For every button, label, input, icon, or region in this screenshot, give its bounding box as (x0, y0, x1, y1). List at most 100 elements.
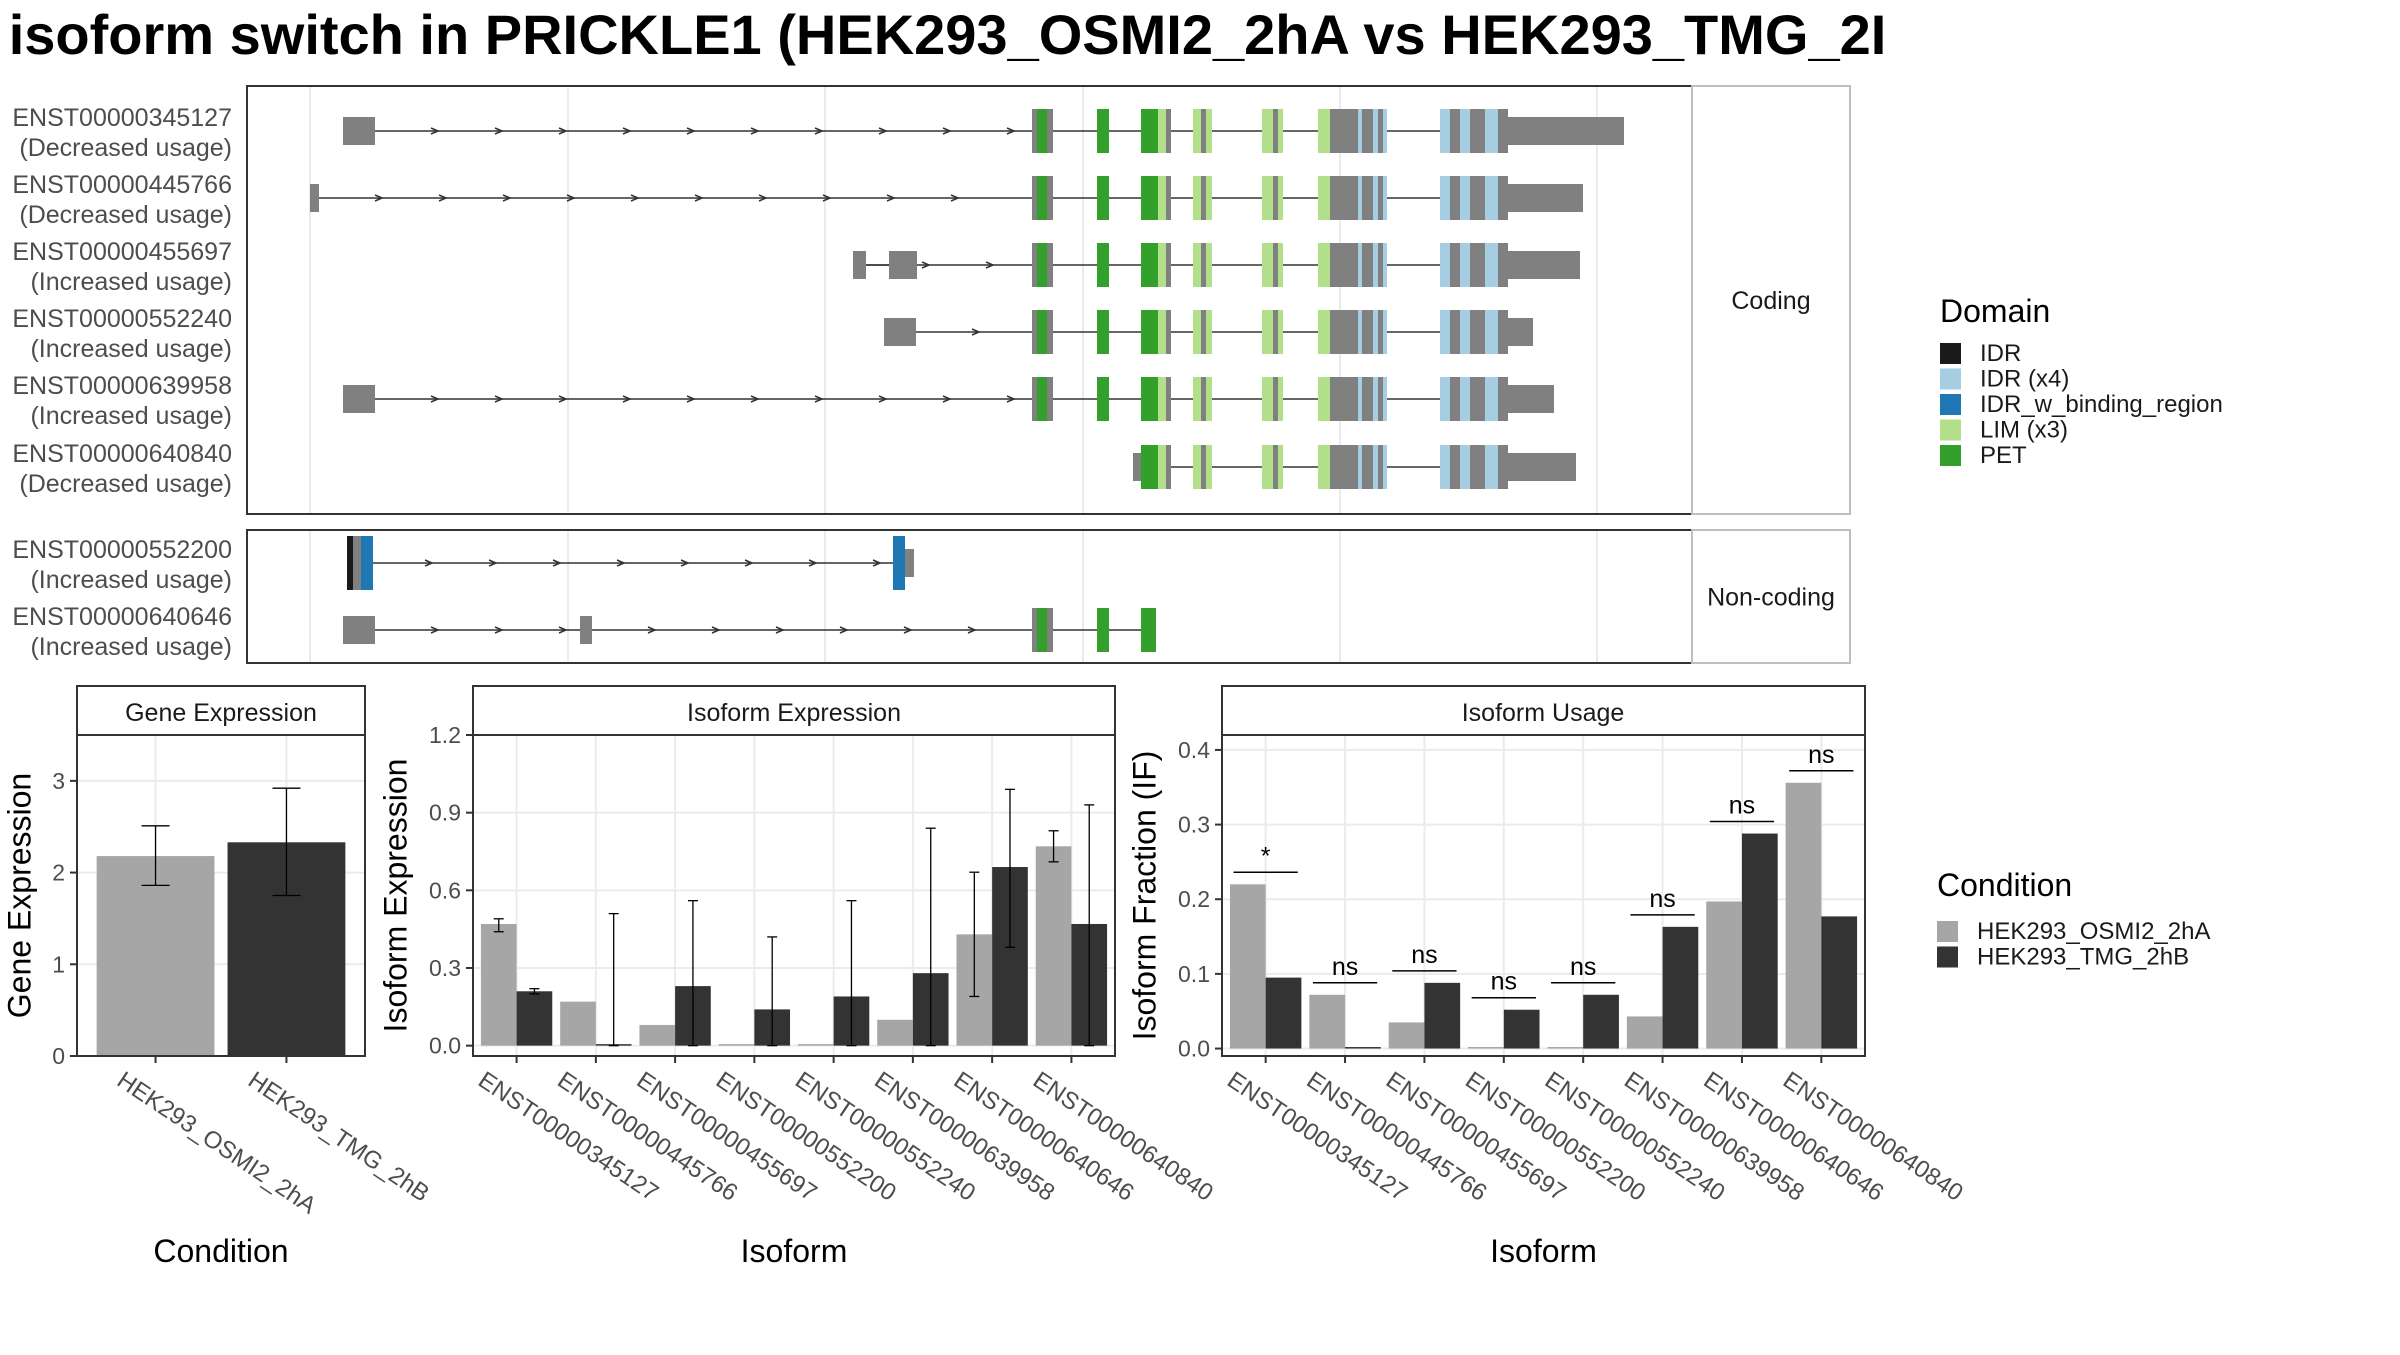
transcript-ENST00000445766-direction-arrow (374, 194, 384, 202)
condition-legend-key (1937, 921, 1958, 942)
transcript-ENST00000639958-exon (1166, 377, 1171, 421)
isoform-usage-significance-label: ns (1491, 968, 1517, 996)
isoform-expression-y-tick-label: 0.0 (429, 1033, 461, 1059)
transcript-ENST00000445766-exon (1047, 176, 1053, 220)
transcript-ENST00000445766-exon (310, 184, 319, 212)
transcript-ENST00000552240-domain-lim_x3 (1206, 310, 1212, 354)
transcript-ENST00000640646-direction-arrow (647, 626, 657, 634)
transcript-ENST00000445766-exon (1378, 176, 1383, 220)
transcript-ENST00000552240-exon (1201, 310, 1206, 354)
transcript-ENST00000345127-direction-arrow (622, 127, 632, 135)
transcript-ENST00000639958-exon (1273, 377, 1278, 421)
transcript-ENST00000640840-exon (1166, 445, 1171, 489)
isoform-usage-bar (1821, 916, 1858, 1049)
transcript-ENST00000552240-exon (1166, 310, 1171, 354)
isoform-usage-bar (1583, 994, 1619, 1049)
transcript-ENST00000455697-domain-lim_x3 (1158, 243, 1166, 287)
transcript-ENST00000345127-domain-idr_x4 (1373, 109, 1378, 153)
transcript-ENST00000345127-domain-lim_x3 (1318, 109, 1330, 153)
transcript-ENST00000552240-domain-idr_x4 (1460, 310, 1470, 354)
domain-legend-label: IDR (x4) (1980, 366, 2069, 393)
isoform-usage-y-tick-label: 0.1 (1178, 961, 1210, 987)
domain-legend-key (1940, 419, 1961, 441)
gene-expression-x-axis-label: Condition (153, 1233, 288, 1269)
transcript-ENST00000455697-domain-pet (1141, 243, 1158, 287)
transcript-ENST00000639958-domain-lim_x3 (1278, 377, 1283, 421)
isoform-usage-bar (1547, 1047, 1584, 1049)
transcript-ENST00000345127-direction-arrow (430, 127, 440, 135)
transcript-ENST00000552200-direction-arrow (680, 559, 690, 567)
condition-legend-key (1937, 946, 1958, 968)
transcript-ENST00000345127-domain-idr_x4 (1383, 109, 1387, 153)
transcript-ENST00000552240-exon (1450, 310, 1460, 354)
transcript-ENST00000345127-domain-idr_x4 (1460, 109, 1470, 153)
transcript-ENST00000552240-exon (1047, 310, 1053, 354)
transcript-ENST00000552200-domain-idr_w_binding_region (361, 536, 373, 590)
transcript-ENST00000345127-exon (1330, 109, 1358, 153)
isoform-usage-bar (1503, 1009, 1540, 1049)
isoform-usage-strip (1221, 685, 1866, 736)
coding-panel-strip-label: Coding (1731, 287, 1810, 315)
transcript-ENST00000640646-domain-pet (1141, 608, 1156, 652)
transcript-ENST00000639958-exon (1362, 377, 1373, 421)
isoform-usage-bar (1785, 782, 1822, 1049)
transcript-ENST00000552240-domain-lim_x3 (1193, 310, 1201, 354)
gene-expression-y-axis-label: Gene Expression (1, 773, 37, 1018)
transcript-ENST00000640840-domain-lim_x3 (1262, 445, 1273, 489)
domain-legend-key (1940, 394, 1961, 415)
transcript-ENST00000345127-direction-arrow (686, 127, 696, 135)
transcript-id-label: ENST00000345127 (12, 104, 232, 132)
transcript-ENST00000445766-domain-lim_x3 (1278, 176, 1283, 220)
transcript-ENST00000345127-domain-lim_x3 (1278, 109, 1283, 153)
transcript-ENST00000640646-exon (343, 616, 375, 644)
isoform-expression-bar (480, 923, 517, 1046)
transcript-ENST00000345127-exon (1201, 109, 1206, 153)
transcript-ENST00000345127-exon (1166, 109, 1171, 153)
isoform-usage-y-tick-label: 0.0 (1178, 1036, 1210, 1062)
transcript-ENST00000640840-domain-lim_x3 (1206, 445, 1212, 489)
transcript-ENST00000552200-exon (353, 536, 361, 590)
transcript-ENST00000445766-direction-arrow (822, 194, 832, 202)
transcript-ENST00000345127-exon (1470, 109, 1485, 153)
transcript-ENST00000640840-exon (1362, 445, 1373, 489)
transcript-ENST00000552240-exon (1470, 310, 1485, 354)
transcript-ENST00000639958-direction-arrow (814, 395, 824, 403)
isoform-usage-significance-label: * (1261, 842, 1271, 870)
transcript-ENST00000445766-domain-pet (1141, 176, 1158, 220)
transcript-ENST00000640840-domain-idr_x4 (1440, 445, 1450, 489)
transcript-ENST00000445766-domain-idr_x4 (1485, 176, 1498, 220)
transcript-usage-label: (Decreased usage) (19, 470, 232, 498)
transcript-id-label: ENST00000552200 (12, 536, 232, 564)
isoform-usage-x-axis-label: Isoform (1490, 1233, 1597, 1269)
isoform-usage-y-tick-label: 0.3 (1178, 812, 1210, 838)
transcript-ENST00000345127-direction-arrow (1006, 127, 1016, 135)
transcript-ENST00000639958-domain-lim_x3 (1158, 377, 1166, 421)
isoform-expression-y-tick-label: 0.6 (429, 877, 461, 903)
condition-legend-title: Condition (1937, 867, 2072, 903)
transcript-ENST00000640840-domain-lim_x3 (1318, 445, 1330, 489)
transcript-ENST00000445766-direction-arrow (694, 194, 704, 202)
transcript-ENST00000552200-direction-arrow (744, 559, 754, 567)
isoform-expression-y-tick-label: 0.9 (429, 800, 461, 826)
transcript-ENST00000552240-exon (884, 318, 916, 346)
transcript-ENST00000445766-domain-idr_x4 (1440, 176, 1450, 220)
transcript-ENST00000640840-exon (1498, 445, 1508, 489)
transcript-ENST00000640840-exon (1273, 445, 1278, 489)
transcript-ENST00000445766-exon (1166, 176, 1171, 220)
isoform-usage-bar (1706, 901, 1742, 1049)
transcript-ENST00000345127-exon (1498, 109, 1508, 153)
isoform-usage-bar (1424, 982, 1461, 1049)
transcript-ENST00000552200-direction-arrow (552, 559, 562, 567)
gene-expression-strip (76, 685, 366, 736)
transcript-ENST00000345127-direction-arrow (558, 127, 568, 135)
condition-legend-label: HEK293_TMG_2hB (1977, 944, 2189, 971)
transcript-id-label: ENST00000639958 (12, 372, 232, 400)
gene-expression-bar (96, 856, 215, 1056)
transcript-ENST00000639958-direction-arrow (750, 395, 760, 403)
transcript-ENST00000640646-direction-arrow (775, 626, 785, 634)
transcript-ENST00000345127-exon (1450, 109, 1460, 153)
gene-expression-y-tick-label: 0 (52, 1043, 65, 1069)
transcript-ENST00000345127-domain-idr_x4 (1485, 109, 1498, 153)
transcript-id-label: ENST00000640646 (12, 603, 232, 631)
